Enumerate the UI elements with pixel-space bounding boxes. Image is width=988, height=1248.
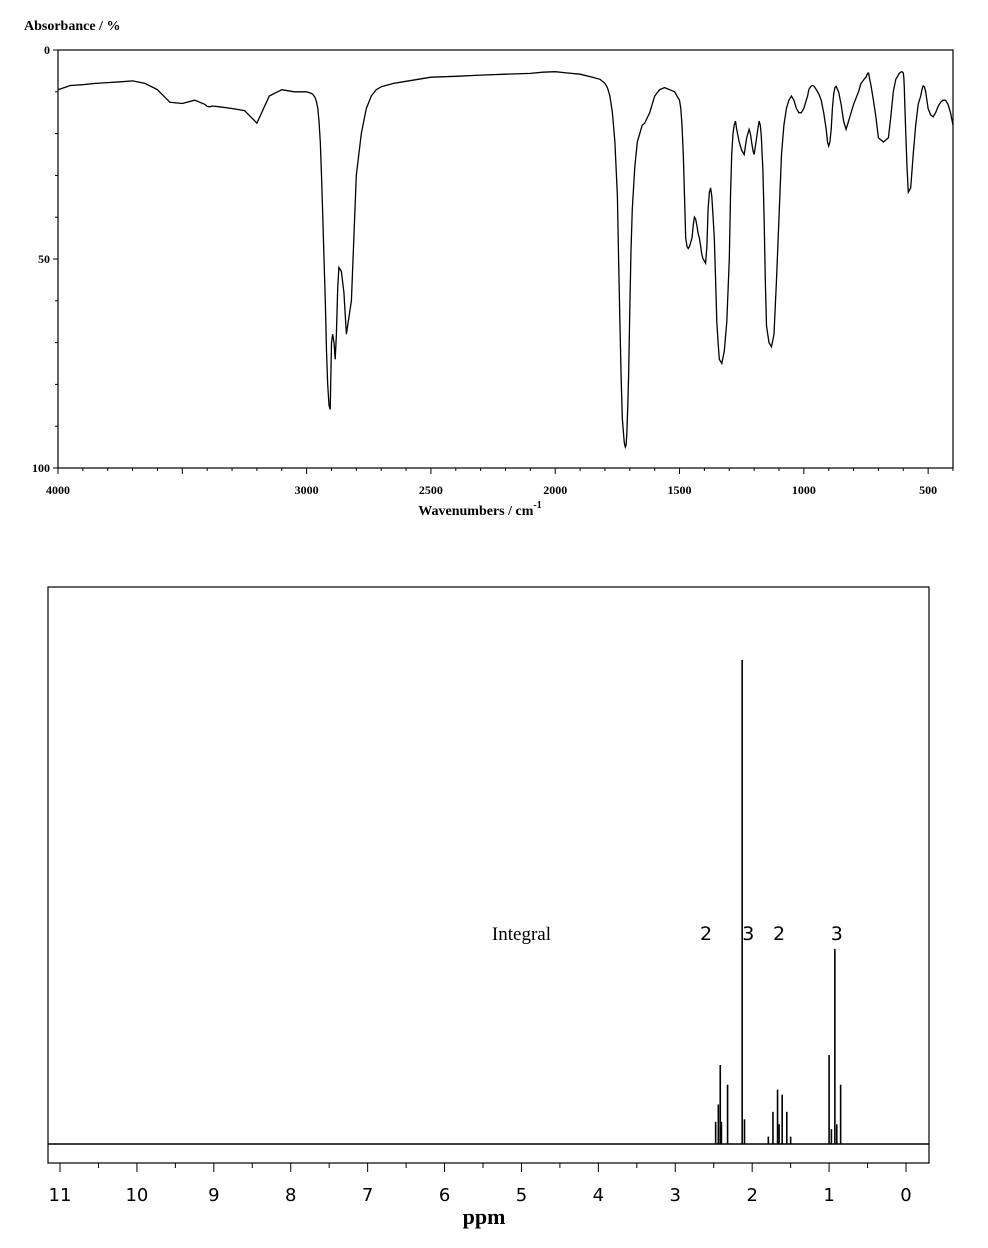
ir-y-tick-label: 100 (32, 461, 50, 475)
ir-spectrum-line (57, 70, 954, 450)
nmr-x-tick-label: 0 (900, 1185, 911, 1206)
ir-x-tick-label: 3000 (295, 483, 319, 497)
ir-plot-frame (57, 49, 954, 469)
nmr-integral-value: 2 (700, 923, 712, 945)
nmr-integral-label: Integral (492, 924, 551, 945)
ir-x-axis-label-sup: -1 (533, 500, 541, 511)
nmr-annotations: Integral 2 3 2 3 (492, 923, 843, 945)
ir-x-axis-label: Wavenumbers / cm-1 (418, 500, 541, 519)
ir-x-tick-label: 500 (919, 483, 937, 497)
nmr-peaks (714, 659, 842, 1144)
nmr-x-tick-label: 7 (362, 1185, 373, 1206)
nmr-x-ticks: 11 10 9 8 7 6 5 4 3 2 1 0 (49, 1163, 912, 1206)
ir-x-tick-label: 1000 (792, 483, 816, 497)
nmr-spectrum-chart: Integral 2 3 2 3 11 10 9 8 7 6 5 4 3 2 1 0 ppm (47, 586, 930, 1229)
ir-y-tick-label: 0 (44, 43, 50, 57)
nmr-integral-value: 2 (773, 923, 785, 945)
nmr-x-tick-label: 1 (823, 1185, 834, 1206)
nmr-x-tick-label: 11 (49, 1185, 72, 1206)
ir-x-tick-label: 1500 (668, 483, 692, 497)
nmr-integral-value: 3 (831, 923, 843, 945)
nmr-x-tick-label: 5 (516, 1185, 527, 1206)
nmr-plot-frame (47, 586, 930, 1164)
ir-x-axis-label-text: Wavenumbers / cm (418, 504, 533, 519)
nmr-x-tick-label: 10 (125, 1185, 148, 1206)
nmr-integral-value: 3 (742, 923, 754, 945)
ir-y-ticks: 0 50 100 (32, 43, 58, 475)
nmr-x-tick-label: 4 (593, 1185, 604, 1206)
nmr-x-tick-label: 3 (670, 1185, 681, 1206)
nmr-x-tick-label: 9 (208, 1185, 219, 1206)
ir-x-ticks: 4000 3000 2500 2000 1500 1000 500 (46, 468, 954, 497)
ir-y-axis-label: Absorbance / % (24, 19, 120, 34)
nmr-x-tick-label: 6 (439, 1185, 450, 1206)
ir-x-tick-label: 2500 (419, 483, 443, 497)
ir-x-tick-label: 2000 (543, 483, 567, 497)
nmr-x-tick-label: 8 (285, 1185, 296, 1206)
ir-x-tick-label: 4000 (46, 483, 70, 497)
nmr-x-tick-label: 2 (746, 1185, 757, 1206)
nmr-x-axis-label: ppm (463, 1204, 506, 1229)
ir-spectrum-chart: Absorbance / % Wavenumbers / cm-1 4000 30… (24, 19, 954, 519)
ir-y-tick-label: 50 (38, 252, 50, 266)
